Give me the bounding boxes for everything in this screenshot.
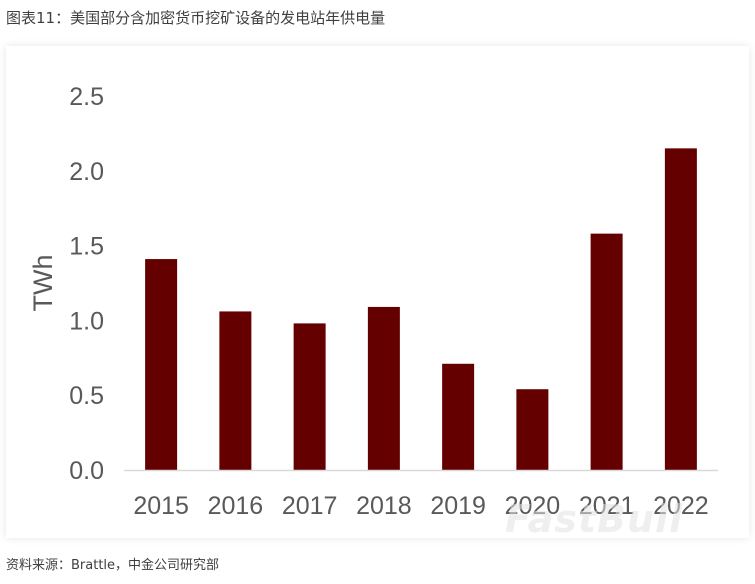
x-tick-label: 2017 [282,492,338,520]
y-tick-label: 2.5 [69,83,104,111]
bar-2020 [516,389,549,470]
x-tick-label: 2019 [430,492,486,520]
figure-title: 图表11：美国部分含加密货币挖矿设备的发电站年供电量 [6,9,386,27]
x-axis-ticks: 2015 2016 2017 2018 2019 2020 2021 2022 [133,492,708,520]
bar-2016 [219,311,252,470]
y-axis-ticks: 0.0 0.5 1.0 1.5 2.0 2.5 [69,83,104,485]
watermark: FastBull [505,497,684,541]
y-tick-label: 1.5 [69,233,104,261]
bar-2019 [442,363,475,470]
x-tick-label: 2015 [133,492,189,520]
bars [145,148,697,471]
bar-2015 [145,259,178,470]
x-tick-label: 2021 [579,492,635,520]
y-tick-label: 1.0 [69,307,104,335]
source-note: 资料来源：Brattle，中金公司研究部 [6,558,220,573]
y-tick-label: 0.0 [69,457,104,485]
x-tick-label: 2018 [356,492,412,520]
y-axis-label: TWh [28,255,58,312]
bar-2018 [367,306,400,470]
bar-2021 [590,233,623,470]
x-tick-label: 2016 [208,492,264,520]
y-tick-label: 0.5 [69,382,104,410]
y-tick-label: 2.0 [69,158,104,186]
bar-2017 [293,323,326,470]
x-tick-label: 2022 [653,492,709,520]
bar-2022 [664,148,697,471]
x-tick-label: 2020 [505,492,561,520]
